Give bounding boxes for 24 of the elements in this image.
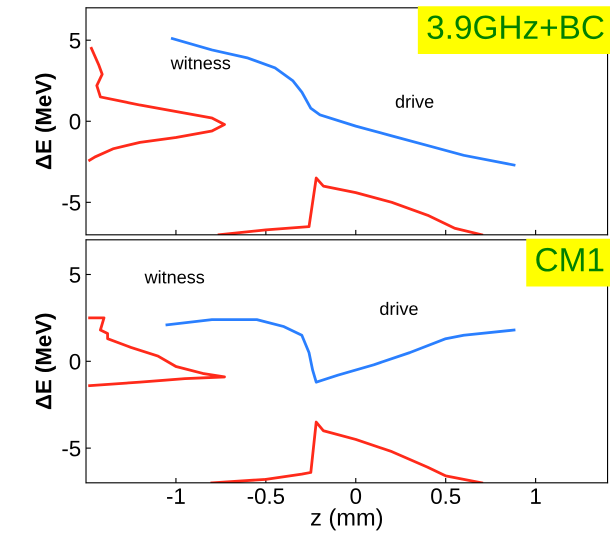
- line-series: [166, 318, 516, 384]
- y-tick-label: -5: [62, 440, 80, 456]
- line-series: [210, 420, 484, 483]
- annotation: 3.9GHz+BC: [427, 15, 604, 40]
- x-axis-title: z (mm): [311, 508, 382, 530]
- line-series: [218, 176, 484, 235]
- y-tick-label: 0: [70, 114, 80, 130]
- y-tick-label: 5: [70, 32, 80, 48]
- y-axis-title: ΔE (MeV): [35, 314, 56, 410]
- x-tick-label: -1: [167, 488, 185, 504]
- line-series: [88, 316, 226, 388]
- y-axis-title: ΔE (MeV): [35, 74, 56, 170]
- x-tick-label: 0: [350, 488, 362, 504]
- annotation: witness: [144, 270, 204, 284]
- y-tick-label: 5: [70, 267, 80, 283]
- y-tick-label: 0: [70, 354, 80, 370]
- annotation: witness: [170, 56, 230, 70]
- y-tick-label: -5: [62, 195, 80, 211]
- annotation: CM1: [536, 248, 604, 272]
- x-tick-label: -0.5: [248, 488, 284, 504]
- x-tick-label: 0.5: [431, 488, 460, 504]
- x-tick-label: 1: [531, 488, 541, 504]
- annotation: drive: [380, 302, 418, 316]
- annotation: drive: [396, 94, 434, 108]
